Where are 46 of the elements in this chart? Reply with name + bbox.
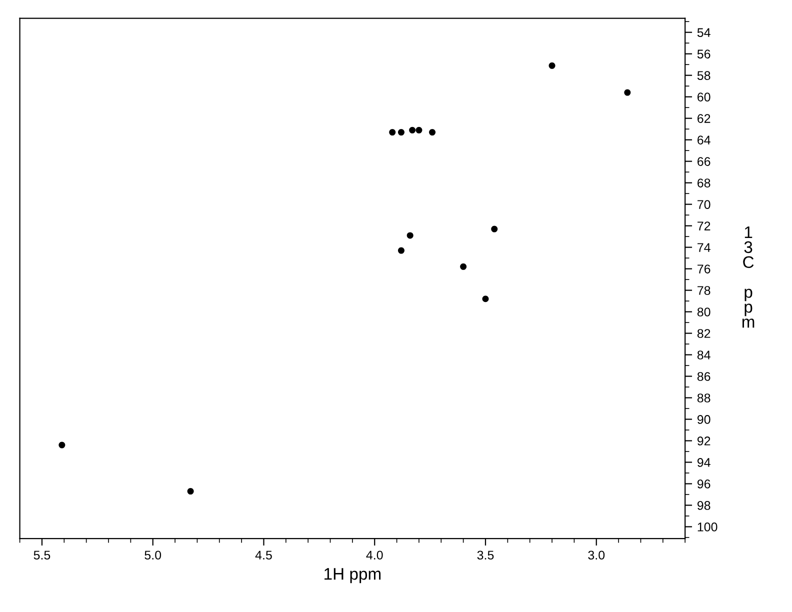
y-tick-label: 74 (698, 243, 710, 252)
y-tick-label: 100 (698, 522, 718, 532)
y-tick-label: 86 (697, 372, 710, 381)
point (548, 62, 556, 69)
y-tick-label: 68 (698, 178, 710, 188)
x-tick-label: 5.5 (34, 550, 50, 560)
y-tick-label: 82 (697, 329, 710, 338)
y-tick-label: 64 (698, 136, 710, 144)
y-tick-label: 90 (697, 415, 710, 424)
x-tick-label: 5.0 (144, 550, 162, 560)
y-tick-label: 84 (697, 350, 710, 360)
point (460, 263, 467, 270)
y-tick-label: 76 (698, 264, 710, 274)
point (398, 247, 404, 254)
y-tick-label: 54 (697, 28, 710, 37)
text: 13C ppm (742, 226, 754, 328)
y-tick-label: 62 (698, 114, 710, 123)
point (429, 129, 436, 136)
point (389, 129, 396, 136)
point (58, 442, 66, 448)
point (406, 232, 414, 239)
y-tick-label: 60 (698, 92, 710, 102)
point (491, 226, 498, 232)
x-tick-label: 3.0 (588, 550, 605, 560)
x-axis-title: 1H ppm (324, 568, 381, 584)
y-tick-label: 78 (698, 286, 710, 295)
point (624, 89, 631, 96)
x-tick-label: 4.0 (366, 550, 383, 560)
y-tick-label: 80 (697, 308, 710, 316)
y-tick-label: 70 (698, 200, 710, 209)
y-tick-label: 92 (697, 436, 710, 446)
y-tick-label: 88 (697, 394, 710, 402)
y-tick-label: 72 (698, 222, 710, 230)
y-tick-label: 94 (697, 458, 710, 467)
point (398, 129, 404, 136)
y-tick-label: 98 (697, 501, 710, 510)
point (409, 126, 416, 134)
x-tick-label: 3.5 (477, 550, 494, 560)
x-tick-label: 4.5 (255, 550, 272, 560)
point (482, 296, 489, 302)
point (187, 488, 194, 495)
y-tick-label: 58 (697, 71, 710, 80)
y-tick-label: 66 (698, 157, 710, 166)
point (416, 126, 422, 134)
y-tick-label: 96 (697, 480, 710, 488)
y-tick-label: 56 (697, 50, 710, 58)
